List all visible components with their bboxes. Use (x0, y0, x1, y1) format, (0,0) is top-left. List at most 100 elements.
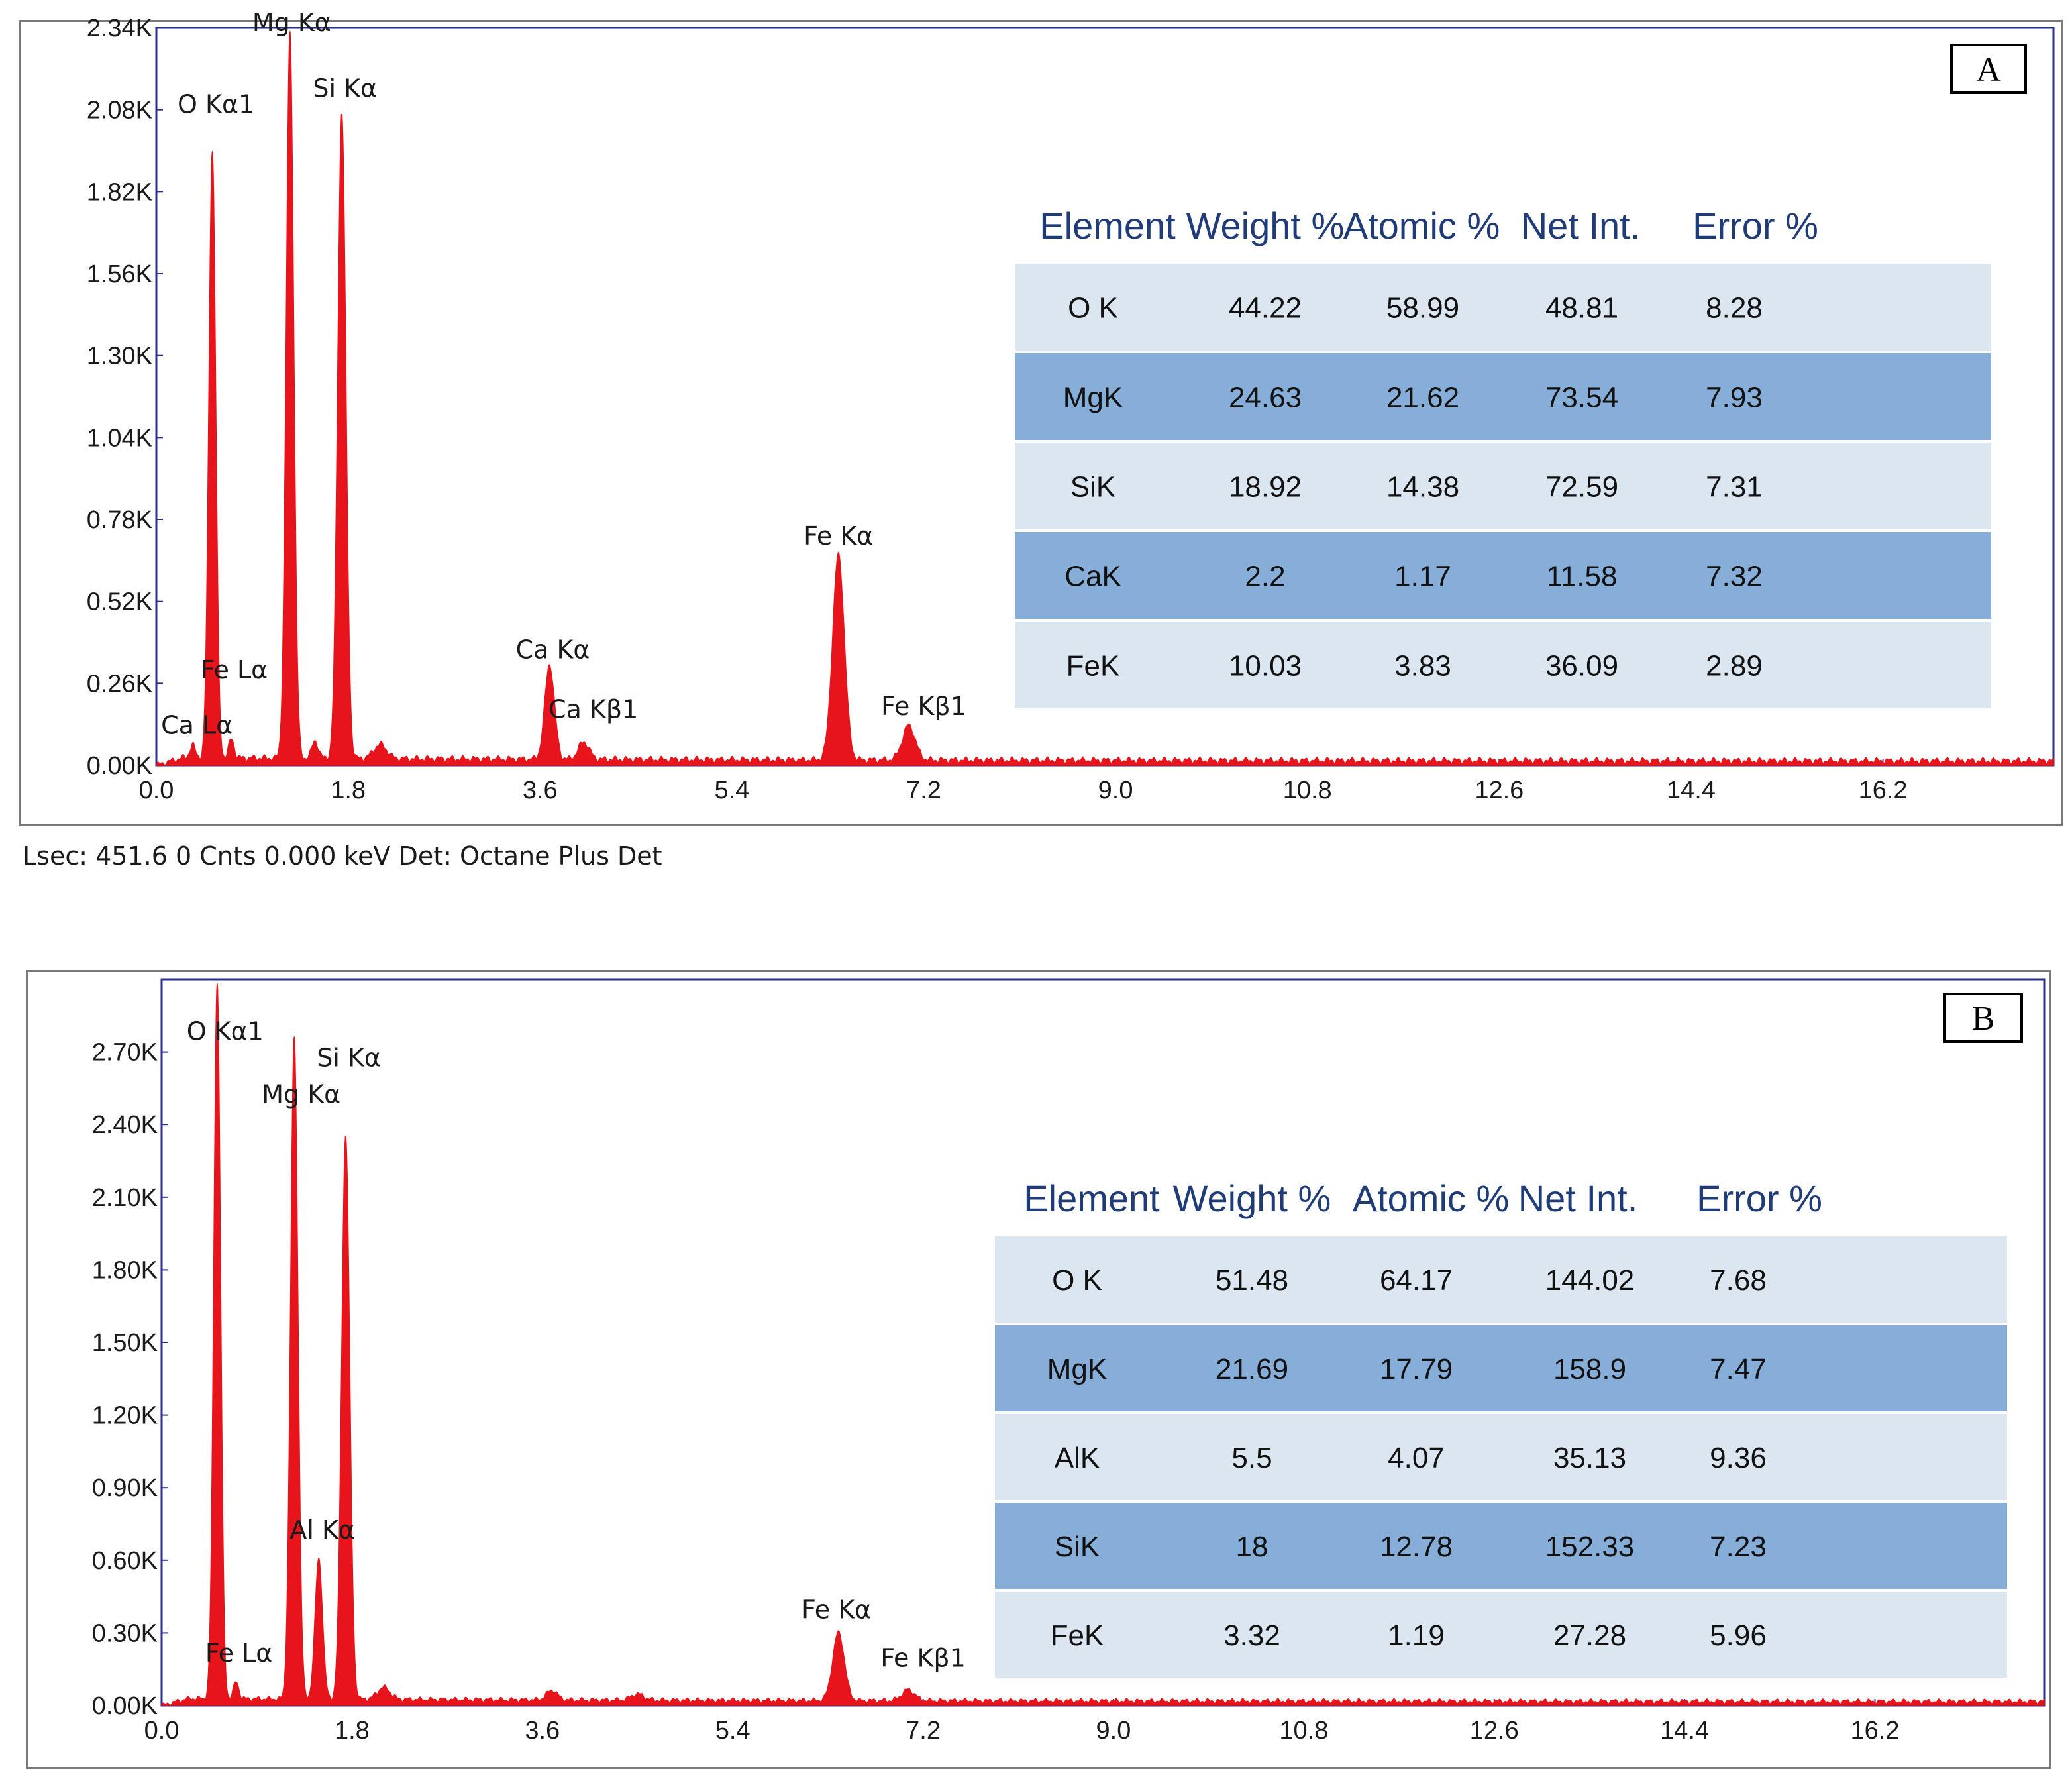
table-cell: 2.89 (1706, 650, 1763, 682)
y-tick-label: 0.60K (92, 1547, 158, 1575)
table-row (995, 1414, 2007, 1500)
table-cell: 3.32 (1223, 1619, 1280, 1652)
table-cell: O K (1068, 292, 1118, 325)
x-tick-label: 9.0 (1096, 1717, 1131, 1745)
table-header-cell: Element (1039, 205, 1176, 246)
x-tick-label: 10.8 (1283, 777, 1332, 804)
y-tick-label: 2.08K (87, 97, 152, 125)
peak-label: Fe Kβ1 (881, 692, 966, 721)
table-row (1015, 264, 1991, 351)
table-cell: 3.83 (1394, 650, 1451, 682)
table-cell: 5.96 (1710, 1619, 1767, 1652)
table-cell: 144.02 (1545, 1264, 1635, 1297)
x-tick-label: 7.2 (906, 777, 941, 804)
y-tick-label: 2.70K (92, 1039, 158, 1067)
table-row (1015, 443, 1991, 529)
peak-label: O Kα1 (187, 1016, 264, 1046)
x-tick-label: 0.0 (144, 1717, 180, 1745)
table-cell: MgK (1047, 1353, 1107, 1385)
table-cell: 7.32 (1706, 561, 1763, 593)
y-tick-label: 1.80K (92, 1256, 158, 1284)
peak-label: Fe Kα (802, 1595, 871, 1624)
table-cell: 7.93 (1706, 382, 1763, 414)
table-row (1015, 353, 1991, 440)
table-cell: 58.99 (1386, 292, 1459, 325)
panel-letter-box (1950, 44, 2027, 94)
x-tick-label: 14.4 (1667, 777, 1716, 804)
table-header-cell: Atomic % (1343, 205, 1500, 246)
y-tick-label: 1.20K (92, 1402, 158, 1430)
y-tick-label: 0.52K (87, 588, 152, 616)
spectrum-series (155, 31, 2054, 766)
y-tick-label: 0.30K (92, 1619, 158, 1647)
peak-label: Si Kα (313, 74, 377, 103)
table-cell: 51.48 (1216, 1264, 1288, 1297)
table-cell: 44.22 (1229, 292, 1302, 325)
table-cell: FeK (1051, 1619, 1104, 1652)
table-cell: 24.63 (1229, 382, 1302, 414)
table-cell: 10.03 (1229, 650, 1302, 682)
peak-label: Ca Lα (161, 710, 233, 739)
table-cell: 17.79 (1380, 1353, 1453, 1385)
table-cell: 18.92 (1229, 471, 1302, 504)
x-tick-label: 16.2 (1851, 1717, 1900, 1745)
table-cell: 27.28 (1553, 1619, 1626, 1652)
y-tick-label: 1.30K (87, 343, 152, 370)
y-tick-label: 1.56K (87, 260, 152, 288)
table-cell: 12.78 (1380, 1531, 1453, 1563)
x-tick-label: 5.4 (715, 1717, 751, 1745)
x-tick-label: 14.4 (1660, 1717, 1709, 1745)
table-cell: 48.81 (1545, 292, 1618, 325)
table-cell: 9.36 (1710, 1442, 1767, 1474)
peak-label: Si Kα (317, 1044, 381, 1073)
table-cell: 7.23 (1710, 1531, 1767, 1563)
table-cell: 7.31 (1706, 471, 1763, 504)
table-cell: SiK (1055, 1531, 1100, 1563)
table-cell: 72.59 (1545, 471, 1618, 504)
table-cell: 11.58 (1547, 561, 1618, 593)
table-row (1015, 532, 1991, 619)
table-header-cell: Error % (1696, 1177, 1822, 1219)
table-header-cell: Weight % (1173, 1177, 1331, 1219)
y-tick-label: 2.10K (92, 1184, 158, 1212)
table-cell: 21.69 (1216, 1353, 1288, 1385)
table-cell: 14.38 (1386, 471, 1459, 504)
x-tick-label: 5.4 (714, 777, 749, 804)
y-tick-label: 0.78K (87, 506, 152, 534)
table-cell: AlK (1055, 1442, 1100, 1474)
y-tick-label: 2.34K (87, 15, 152, 42)
spectrum-series (160, 983, 2045, 1706)
table-cell: 7.68 (1710, 1264, 1767, 1297)
table-cell: FeK (1066, 650, 1120, 682)
table-row (995, 1325, 2007, 1411)
table-header-cell: Net Int. (1521, 205, 1641, 246)
table-cell: 7.47 (1710, 1353, 1767, 1385)
y-tick-label: 0.26K (87, 670, 152, 698)
peak-label: O Kα1 (178, 89, 254, 119)
peak-label: Mg Kα (252, 8, 331, 37)
peak-label: Fe Lα (201, 655, 268, 684)
x-tick-label: 3.6 (525, 1717, 560, 1745)
y-tick-label: 1.04K (87, 424, 152, 452)
table-header-cell: Element (1023, 1177, 1160, 1219)
x-tick-label: 1.8 (335, 1717, 370, 1745)
acquisition-status-line: Lsec: 451.6 0 Cnts 0.000 keV Det: Octane… (23, 841, 662, 871)
table-cell: O K (1052, 1264, 1102, 1297)
table-cell: 21.62 (1386, 382, 1459, 414)
table-cell: CaK (1064, 561, 1121, 593)
table-cell: 152.33 (1545, 1531, 1635, 1563)
table-header-cell: Atomic % (1353, 1177, 1510, 1219)
table-cell: 1.19 (1388, 1619, 1445, 1652)
table-cell: 158.9 (1553, 1353, 1626, 1385)
table-header-cell: Weight % (1186, 205, 1345, 246)
table-row (995, 1592, 2007, 1678)
eds-spectrum-a: 0.00K 0.26K 0.52K 0.78K 1.04K 1.30K 1.56K 1.82K… (87, 8, 2055, 804)
table-cell: 36.09 (1545, 650, 1618, 682)
peak-label: Ca Kβ1 (548, 695, 638, 724)
table-cell: 8.28 (1706, 292, 1763, 325)
table-cell: SiK (1070, 471, 1115, 504)
peak-label: Fe Kα (803, 521, 873, 551)
x-tick-label: 12.6 (1475, 777, 1524, 804)
x-tick-label: 9.0 (1098, 777, 1133, 804)
